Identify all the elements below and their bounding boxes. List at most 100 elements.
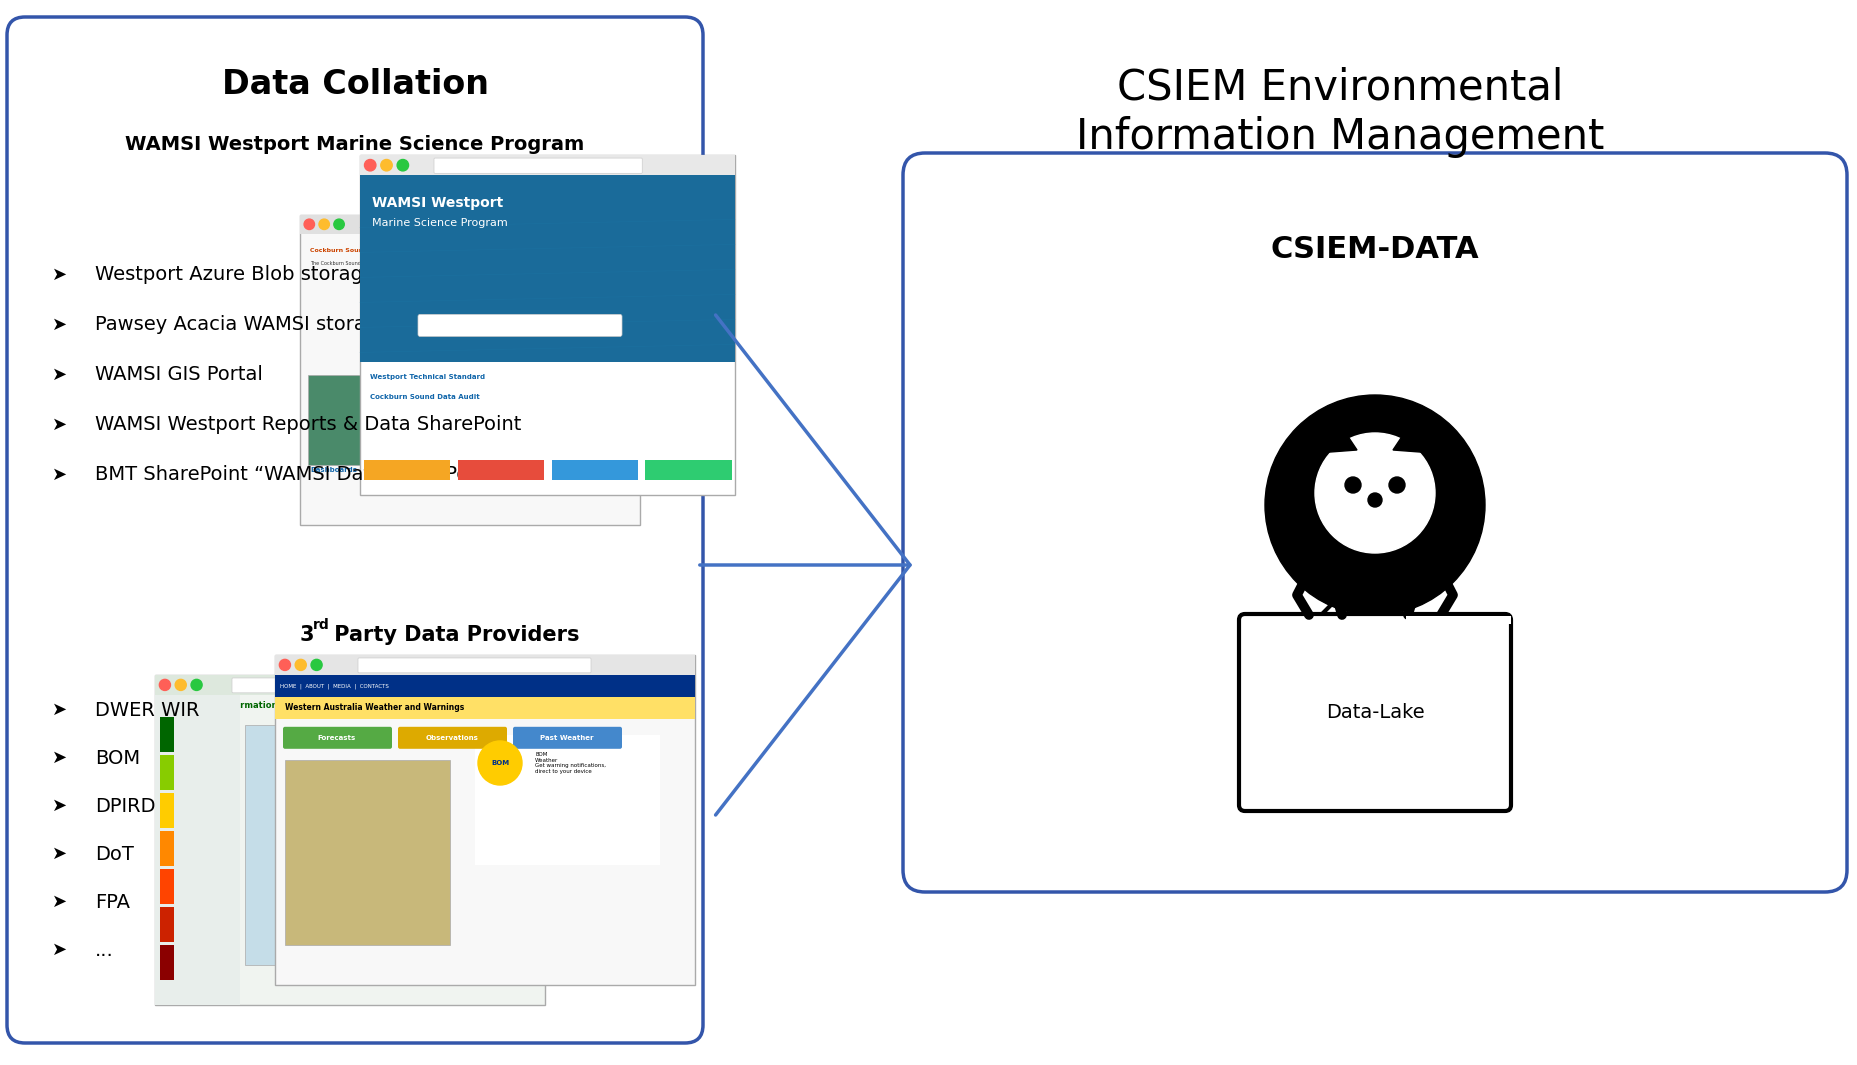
- FancyBboxPatch shape: [308, 375, 438, 465]
- FancyBboxPatch shape: [160, 717, 175, 752]
- FancyBboxPatch shape: [282, 726, 392, 749]
- FancyBboxPatch shape: [154, 675, 544, 694]
- Text: ➤: ➤: [52, 316, 67, 334]
- Circle shape: [1315, 433, 1435, 553]
- Text: ➤: ➤: [52, 266, 67, 284]
- Text: HOME  |  ABOUT  |  MEDIA  |  CONTACTS: HOME | ABOUT | MEDIA | CONTACTS: [280, 683, 388, 689]
- Circle shape: [397, 160, 409, 170]
- Text: Dashboards: Dashboards: [310, 466, 357, 473]
- Text: WAMSI Westport Reports & Data SharePoint: WAMSI Westport Reports & Data SharePoint: [95, 415, 522, 435]
- Text: Cockburn Sound Data Audit: Cockburn Sound Data Audit: [370, 394, 479, 400]
- Text: ➤: ➤: [52, 701, 67, 719]
- Circle shape: [160, 679, 171, 690]
- Circle shape: [334, 219, 344, 230]
- Polygon shape: [1393, 420, 1434, 453]
- Circle shape: [381, 160, 392, 170]
- Text: WAMSI Westport: WAMSI Westport: [371, 196, 503, 211]
- Text: Information Management: Information Management: [1075, 116, 1604, 158]
- FancyBboxPatch shape: [360, 155, 735, 495]
- Text: Past Weather: Past Weather: [540, 735, 594, 741]
- Circle shape: [1265, 395, 1486, 615]
- Text: 3: 3: [301, 625, 314, 645]
- Circle shape: [1389, 477, 1406, 493]
- Text: Forecasts: Forecasts: [318, 735, 357, 741]
- FancyBboxPatch shape: [160, 755, 175, 790]
- Text: ➤: ➤: [52, 845, 67, 863]
- Text: Westport Azure Blob storage: Westport Azure Blob storage: [95, 265, 375, 284]
- Circle shape: [279, 659, 290, 671]
- FancyBboxPatch shape: [475, 735, 659, 865]
- FancyBboxPatch shape: [232, 678, 449, 693]
- FancyBboxPatch shape: [435, 158, 643, 174]
- Text: Marine Science Program: Marine Science Program: [371, 218, 507, 228]
- Text: DoT: DoT: [95, 845, 134, 864]
- Polygon shape: [1317, 420, 1357, 453]
- Text: The Cockburn Sound Data Audit spans 90 years...: The Cockburn Sound Data Audit spans 90 y…: [310, 261, 431, 265]
- Circle shape: [364, 160, 375, 170]
- Text: Westport Technical Standard: Westport Technical Standard: [370, 375, 485, 380]
- FancyBboxPatch shape: [154, 675, 544, 1005]
- FancyBboxPatch shape: [903, 153, 1848, 892]
- FancyBboxPatch shape: [1239, 615, 1512, 812]
- FancyBboxPatch shape: [358, 658, 591, 673]
- FancyBboxPatch shape: [275, 655, 695, 985]
- Circle shape: [319, 219, 329, 230]
- Circle shape: [1344, 477, 1361, 493]
- FancyBboxPatch shape: [364, 460, 449, 480]
- Circle shape: [295, 659, 306, 671]
- Circle shape: [175, 679, 186, 690]
- Text: Cockburn Sound Data Audit: Cockburn Sound Data Audit: [310, 247, 407, 252]
- Text: BMT SharePoint “WAMSI Data SharePoint: BMT SharePoint “WAMSI Data SharePoint: [95, 465, 494, 485]
- Circle shape: [1369, 493, 1382, 507]
- FancyBboxPatch shape: [160, 907, 175, 943]
- FancyBboxPatch shape: [1406, 616, 1512, 624]
- FancyBboxPatch shape: [301, 215, 641, 233]
- Text: Western Australia Weather and Warnings: Western Australia Weather and Warnings: [284, 703, 464, 712]
- Text: ➤: ➤: [52, 366, 67, 384]
- FancyBboxPatch shape: [418, 314, 622, 337]
- Text: DWER WIR: DWER WIR: [95, 701, 199, 720]
- FancyBboxPatch shape: [160, 793, 175, 828]
- FancyBboxPatch shape: [644, 460, 732, 480]
- Text: BOM: BOM: [490, 760, 509, 766]
- Text: WAMSI GIS Portal: WAMSI GIS Portal: [95, 365, 264, 384]
- Text: Pawsey Acacia WAMSI storage: Pawsey Acacia WAMSI storage: [95, 315, 390, 334]
- Text: CSIEM Environmental: CSIEM Environmental: [1116, 66, 1564, 108]
- Text: rd: rd: [314, 618, 331, 632]
- FancyBboxPatch shape: [513, 726, 622, 749]
- FancyBboxPatch shape: [160, 869, 175, 904]
- Text: ➤: ➤: [52, 749, 67, 767]
- Text: Data Collation: Data Collation: [221, 68, 488, 101]
- FancyBboxPatch shape: [275, 697, 695, 719]
- FancyBboxPatch shape: [301, 215, 641, 525]
- FancyBboxPatch shape: [154, 695, 240, 1005]
- Circle shape: [305, 219, 314, 230]
- Circle shape: [477, 741, 522, 785]
- FancyBboxPatch shape: [368, 217, 555, 232]
- FancyBboxPatch shape: [275, 655, 695, 675]
- Text: BOM: BOM: [95, 749, 139, 768]
- Text: Party Data Providers: Party Data Providers: [327, 625, 579, 645]
- Circle shape: [191, 679, 202, 690]
- FancyBboxPatch shape: [160, 945, 175, 980]
- Text: BOM
Weather
Get warning notifications,
direct to your device: BOM Weather Get warning notifications, d…: [535, 752, 605, 774]
- FancyBboxPatch shape: [397, 726, 507, 749]
- FancyBboxPatch shape: [160, 831, 175, 866]
- FancyBboxPatch shape: [245, 725, 535, 965]
- Text: ...: ...: [95, 940, 113, 960]
- Text: Water Information Reporting: Water Information Reporting: [189, 701, 327, 709]
- Text: DPIRD: DPIRD: [95, 797, 156, 816]
- FancyBboxPatch shape: [284, 760, 449, 945]
- Circle shape: [310, 659, 321, 671]
- Text: ➤: ➤: [52, 466, 67, 484]
- FancyBboxPatch shape: [7, 17, 704, 1043]
- Text: CSIEM-DATA: CSIEM-DATA: [1270, 235, 1480, 264]
- Text: ➤: ➤: [52, 416, 67, 435]
- FancyBboxPatch shape: [360, 155, 735, 176]
- FancyBboxPatch shape: [457, 460, 544, 480]
- FancyBboxPatch shape: [552, 460, 637, 480]
- Text: Data-Lake: Data-Lake: [1326, 703, 1424, 722]
- Text: ➤: ➤: [52, 797, 67, 815]
- Text: Observations: Observations: [425, 735, 479, 741]
- Text: WAMSI Westport Marine Science Program: WAMSI Westport Marine Science Program: [126, 135, 585, 154]
